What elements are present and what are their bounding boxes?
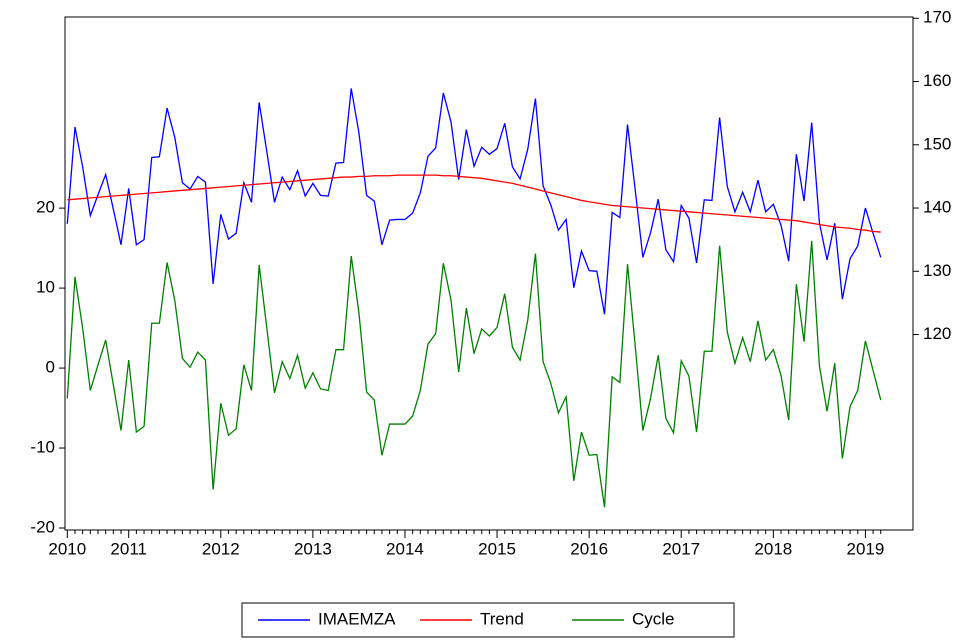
y2-tick-label: 170	[923, 8, 951, 27]
legend-label: Trend	[480, 609, 524, 628]
x-tick-label: 2010	[48, 539, 86, 558]
y-tick-label: -10	[30, 438, 55, 457]
y-tick-label: 20	[36, 198, 55, 217]
x-tick-label: 2011	[110, 539, 147, 558]
legend-box	[241, 602, 735, 638]
x-tick-label: 2016	[570, 539, 608, 558]
y-tick-label: 10	[36, 278, 55, 297]
x-tick-label: 2014	[386, 539, 424, 558]
series-line	[67, 174, 881, 233]
x-tick-label: 2017	[662, 539, 700, 558]
y-tick-label: -20	[30, 517, 55, 536]
y2-tick-label: 150	[923, 134, 951, 153]
legend-label: Cycle	[632, 609, 675, 628]
legend-label: IMAEMZA	[318, 609, 396, 628]
y2-tick-label: 140	[923, 198, 951, 217]
series-line	[66, 240, 882, 508]
plot-frame	[64, 16, 914, 531]
x-tick-label: 2012	[202, 539, 240, 558]
x-tick-label: 2018	[754, 539, 792, 558]
series-line	[66, 88, 882, 315]
y2-tick-label: 160	[923, 71, 951, 90]
x-tick-label: 2013	[294, 539, 332, 558]
y-tick-label: 0	[46, 358, 55, 377]
x-tick-label: 2019	[847, 539, 885, 558]
y2-tick-label: 130	[923, 261, 951, 280]
x-tick-label: 2015	[478, 539, 516, 558]
y2-tick-label: 120	[923, 324, 951, 343]
